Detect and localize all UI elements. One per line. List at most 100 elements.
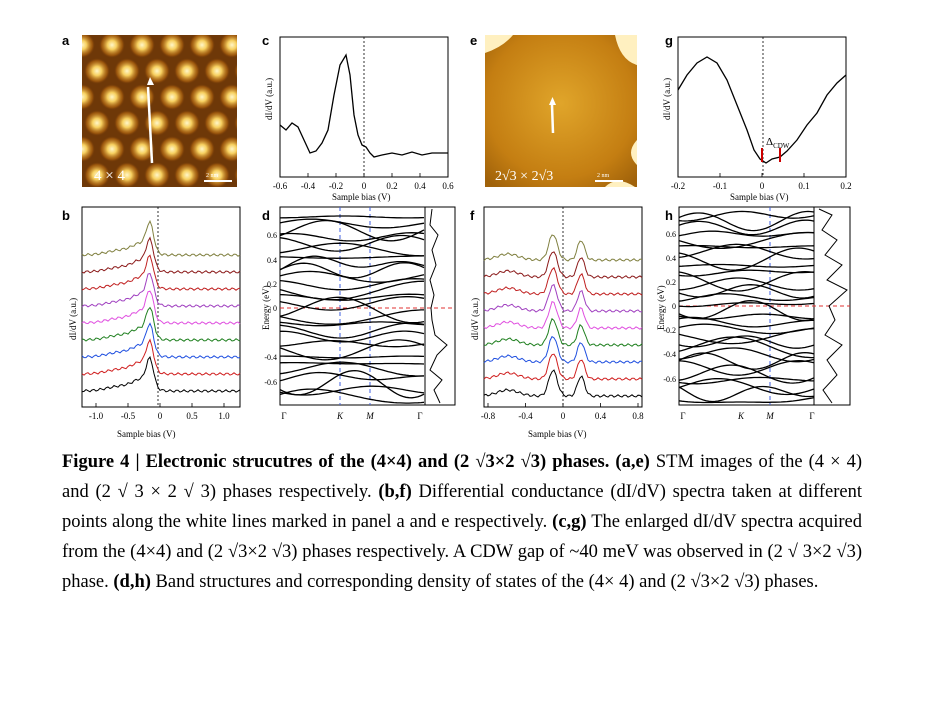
x-tick-label: -0.6 [273, 181, 288, 191]
spectrum-line [483, 266, 643, 296]
band-line [279, 388, 425, 404]
caption-text-cg: The enlarged dI/dV spectra acquired from… [62, 512, 862, 592]
stm-spot [219, 136, 237, 162]
spectrum-line [483, 234, 643, 262]
y-tick-label: 0 [672, 302, 676, 311]
band-line [279, 322, 425, 339]
band-line [279, 255, 425, 259]
stm-spot [114, 58, 140, 84]
y-tick-label: -0.4 [264, 353, 277, 362]
stm-spot [82, 84, 95, 110]
caption-ref-ae: (a,e) [615, 452, 650, 472]
spectrum-line [81, 254, 241, 291]
band-line [678, 269, 815, 277]
curve-c [279, 53, 448, 158]
caption-ref-dh: (d,h) [113, 572, 151, 592]
stm-spot [189, 35, 215, 58]
x-tick-label: 0.4 [414, 181, 426, 191]
x-tick-label: 0.4 [595, 411, 607, 421]
stm-spot [129, 84, 155, 110]
c-ylabel: dI/dV (a.u.) [264, 78, 274, 120]
band-line [678, 327, 815, 345]
x-tick-label: -0.2 [671, 181, 685, 191]
spectrum-line [81, 338, 241, 376]
band-line [279, 340, 425, 348]
y-tick-label: 0.6 [267, 231, 277, 240]
band-line [279, 255, 425, 271]
caption-text-bf: Differential conductance (dI/dV) spectra… [62, 482, 862, 532]
band-line [678, 244, 815, 249]
band-line [678, 210, 815, 222]
x-tick-label: 0 [362, 181, 367, 191]
g-ylabel: dI/dV (a.u.) [662, 78, 672, 120]
k-label: K [737, 411, 745, 421]
x-tick-label: 0 [561, 411, 566, 421]
y-tick-label: 0.6 [666, 230, 676, 239]
band-line [279, 309, 424, 325]
x-tick-label: 0.1 [798, 181, 809, 191]
h-ylabel: Energy (eV) [657, 285, 666, 330]
x-tick-label: -0.5 [121, 411, 136, 421]
chart-g: ΔCDW -0.2 -0.1 0 0.1 0.2 dI/dV (a.u.) Sample… [662, 36, 852, 202]
stm-spot [159, 84, 185, 110]
stm-spot [82, 35, 95, 58]
panel-letter-a: a [62, 33, 70, 48]
stm-spot [234, 114, 237, 132]
b-xlabel: Sample bias (V) [117, 429, 176, 439]
x-tick-label: 0.2 [840, 181, 851, 191]
f-xlabel: Sample bias (V) [528, 429, 587, 439]
spectrum-line [483, 301, 643, 330]
y-tick-label: -0.2 [663, 326, 676, 335]
band-line [678, 243, 815, 260]
band-line [280, 330, 425, 343]
caption-title: Figure 4 | Electronic strucutres of the … [62, 452, 610, 472]
x-tick-label: 1.0 [218, 411, 230, 421]
band-line [279, 219, 425, 242]
panel-letter-d: d [262, 208, 270, 223]
chart-b: -1.0 -0.5 0 0.5 1.0 dI/dV (a.u.) Sample bias… [68, 206, 241, 439]
k-label: Γ [281, 411, 286, 421]
x-tick-label: -0.1 [713, 181, 727, 191]
spectrum-line [81, 356, 241, 393]
band-line [280, 355, 425, 359]
stm-spot [114, 162, 140, 187]
caption-ref-cg: (c,g) [552, 512, 587, 532]
c-xlabel: Sample bias (V) [332, 192, 391, 202]
band-line [279, 371, 424, 382]
y-tick-label: 0 [273, 304, 277, 313]
band-line [678, 323, 815, 335]
band-line [678, 293, 815, 302]
stm-spot [144, 58, 170, 84]
x-tick-label: -1.0 [89, 411, 104, 421]
spectrum-line [81, 322, 241, 359]
chart-f: -0.8 -0.4 0 0.4 0.8 dI/dV (a.u.) Sample bias… [470, 206, 644, 439]
band-line [279, 242, 424, 257]
k-label: Γ [809, 411, 814, 421]
band-line [678, 376, 815, 385]
band-line [678, 219, 815, 236]
d-ylabel: Energy (eV) [262, 285, 271, 330]
stm-spot [189, 84, 215, 110]
stm-spot [159, 35, 185, 58]
band-line [279, 385, 425, 396]
band-line [678, 313, 815, 320]
spectrum-line [483, 369, 643, 398]
band-line [678, 336, 814, 359]
stm-spot [159, 136, 185, 162]
stm-spot [234, 166, 237, 184]
band-line [678, 271, 815, 292]
band-line [279, 270, 425, 283]
band-line [678, 263, 815, 268]
k-label: K [336, 411, 344, 421]
spectrum-line [483, 353, 643, 381]
stm-spot [84, 110, 110, 136]
b-ylabel: dI/dV (a.u.) [68, 298, 78, 340]
band-line [279, 234, 425, 252]
caption-text-dh: Band structures and corresponding densit… [150, 572, 819, 592]
stm-spot [114, 110, 140, 136]
stm-spot [219, 84, 237, 110]
x-tick-label: 0 [760, 181, 765, 191]
curve-g [677, 56, 847, 164]
spectrum-line [483, 283, 643, 313]
band-line [279, 296, 425, 324]
